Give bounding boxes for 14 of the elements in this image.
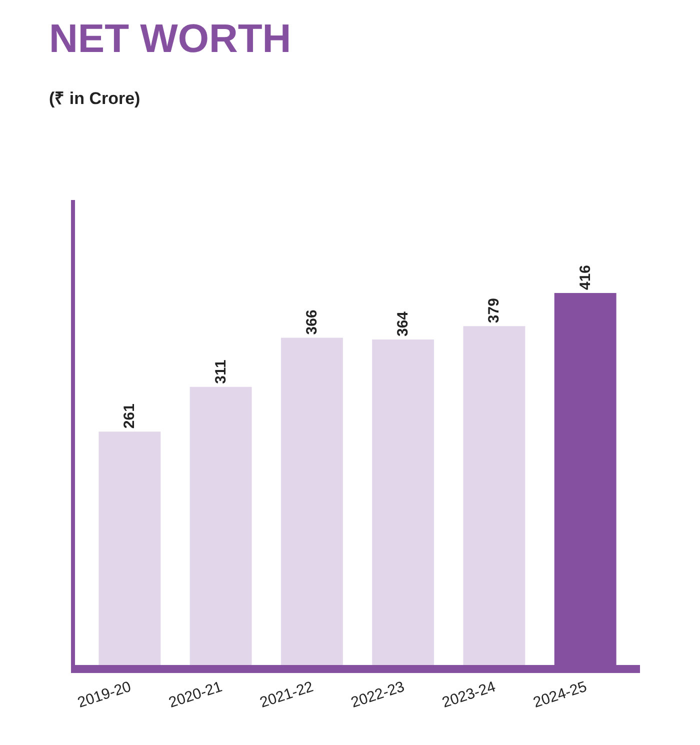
data-label: 366	[303, 310, 320, 335]
data-label: 261	[121, 404, 138, 429]
bar	[190, 386, 252, 665]
bar	[372, 340, 434, 665]
chart-title: NET WORTH	[49, 17, 292, 62]
bar	[280, 338, 343, 665]
data-label: 364	[394, 310, 412, 336]
bar	[463, 326, 526, 665]
x-tick-label: 2020-21	[166, 678, 224, 712]
bar	[98, 432, 161, 665]
data-label: 416	[576, 264, 594, 290]
data-label: 379	[486, 298, 503, 324]
data-label: 311	[212, 360, 230, 384]
chart-subtitle: (₹ in Crore)	[49, 89, 140, 108]
